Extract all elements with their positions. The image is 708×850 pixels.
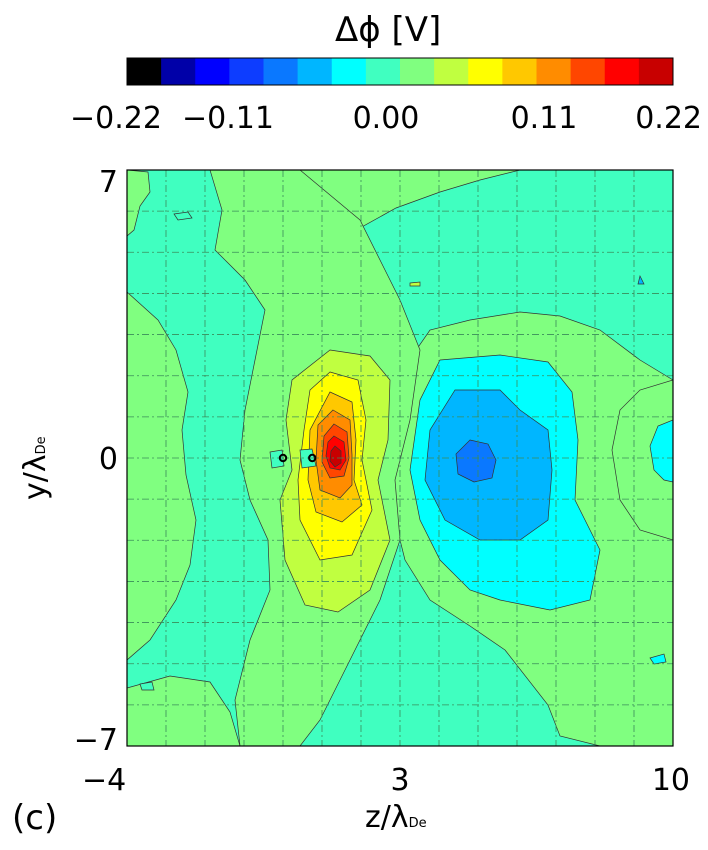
noise-blob <box>139 681 155 691</box>
colorbar-tick-labels: −0.22 −0.11 0.00 0.11 0.22 <box>70 101 702 136</box>
colorbar-swatch <box>604 58 640 85</box>
colorbar-swatch <box>400 58 435 85</box>
y-tick-label: 7 <box>99 165 118 200</box>
noise-blob <box>649 653 667 665</box>
particle-right-marker <box>308 453 317 463</box>
noise-blob <box>269 449 285 469</box>
x-axis-label: z/λDe <box>365 800 427 835</box>
colorbar-swatch <box>263 58 299 85</box>
grid-lines <box>127 170 673 746</box>
colorbar-swatch <box>297 58 333 85</box>
x-tick-labels: −4 3 10 <box>82 763 690 798</box>
plot-frame <box>126 169 674 747</box>
y-axis-label: y/λDe <box>18 436 53 500</box>
colorbar-swatch <box>570 58 606 85</box>
level-cyan-patch-right-core <box>649 419 673 483</box>
x-axis-label-main: z/λ <box>365 800 409 835</box>
colorbar-swatch <box>195 58 230 85</box>
noise-blob <box>173 211 193 221</box>
colorbar-title: Δϕ [V] <box>335 10 442 50</box>
colorbar-swatch <box>127 58 162 85</box>
noise-blob <box>409 281 421 287</box>
colorbar-swatch <box>434 58 469 85</box>
y-tick-label: −7 <box>74 723 118 758</box>
colorbar-swatch <box>502 58 537 85</box>
level-azure <box>455 439 497 483</box>
panel-label: (c) <box>12 798 58 838</box>
level-dark-red <box>329 445 342 468</box>
y-axis-label-main: y/λ <box>18 454 53 500</box>
x-tick-label: −4 <box>82 763 126 798</box>
y-tick-label: 0 <box>99 442 118 477</box>
x-tick-label: 10 <box>652 763 690 798</box>
colorbar-tick-label: 0.22 <box>635 101 702 136</box>
particle-markers <box>278 453 317 463</box>
noise-blob <box>299 448 317 469</box>
y-axis-label-subscript: De <box>34 436 49 455</box>
colorbar-tick-label: 0.00 <box>353 101 420 136</box>
noise-blob <box>637 274 645 285</box>
colorbar-swatch <box>536 58 572 85</box>
colorbar-swatch <box>161 58 196 85</box>
colorbar-tick-label: −0.22 <box>70 101 162 136</box>
colorbar-swatch <box>638 58 674 85</box>
colorbar-frame <box>126 57 674 86</box>
colorbar-tick-label: 0.11 <box>511 101 578 136</box>
colorbar-tick-label: −0.11 <box>182 101 274 136</box>
y-tick-labels: −7 0 7 <box>74 165 118 758</box>
x-axis-label-subscript: De <box>408 816 427 831</box>
colorbar <box>126 57 674 86</box>
x-tick-label: 3 <box>390 763 409 798</box>
colorbar-swatch <box>331 58 367 85</box>
colorbar-swatch <box>468 58 503 85</box>
level-pale-green-patch-right <box>611 379 673 541</box>
colorbar-swatch <box>229 58 264 85</box>
particle-left-marker <box>278 453 288 463</box>
colorbar-swatch <box>365 58 401 85</box>
